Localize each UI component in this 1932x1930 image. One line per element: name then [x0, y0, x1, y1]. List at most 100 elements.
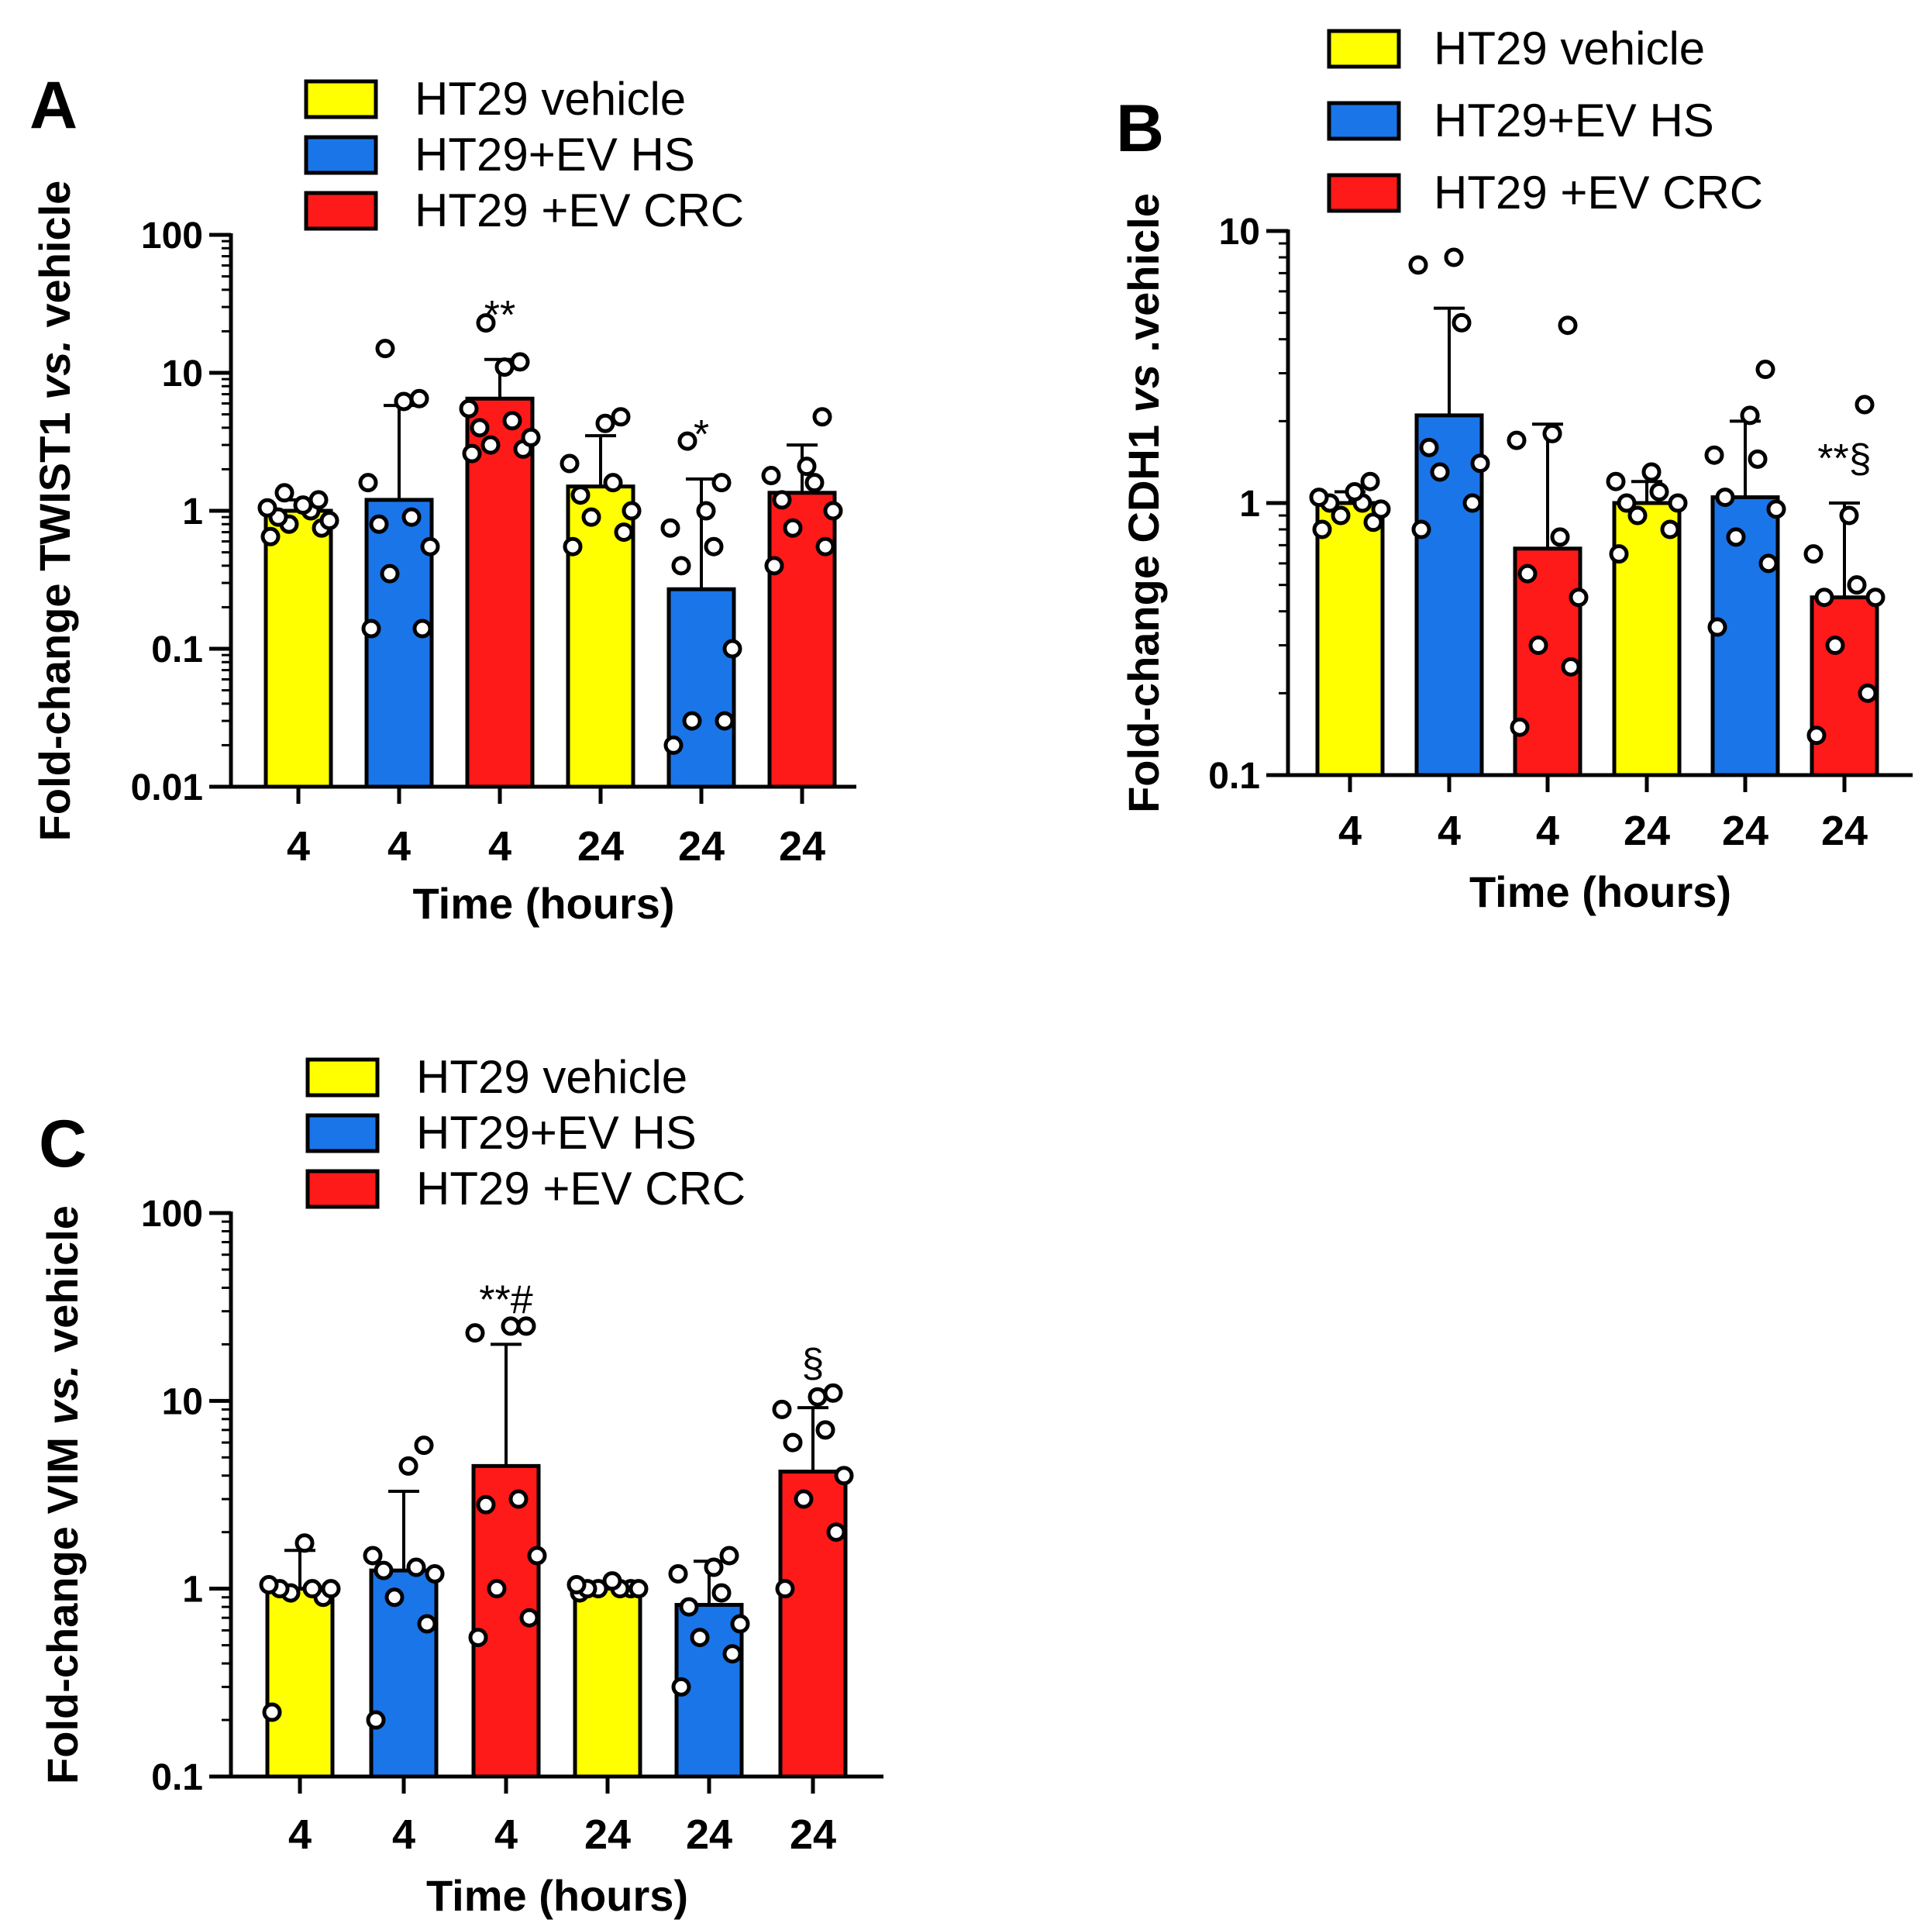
data-point	[1858, 683, 1878, 703]
significance-mark: **§	[1817, 436, 1871, 481]
data-point	[1855, 395, 1875, 415]
y-tick-label: 100	[141, 215, 203, 257]
y-tick-label: 0.1	[151, 1757, 203, 1798]
data-point	[815, 1420, 835, 1440]
legend-label: HT29 vehicle	[416, 1051, 687, 1103]
significance-mark: **#	[479, 1277, 532, 1322]
data-point	[502, 411, 522, 431]
data-point	[1606, 471, 1626, 491]
data-point	[420, 536, 440, 557]
data-point	[425, 1563, 445, 1584]
bar	[573, 1587, 642, 1779]
x-tick-label: 24	[1722, 808, 1768, 854]
data-point	[711, 473, 732, 493]
y-axis-title-part: Fold-change TWIST1	[30, 400, 79, 841]
panel-letter: C	[39, 1107, 87, 1181]
data-point	[563, 536, 583, 557]
data-point	[1748, 449, 1768, 469]
legend-label: HT29+EV HS	[1434, 95, 1714, 146]
data-point	[1430, 462, 1450, 482]
data-point	[622, 501, 642, 521]
data-point	[1715, 488, 1735, 508]
data-point	[414, 1435, 434, 1456]
data-point	[1766, 499, 1786, 519]
x-tick-label: 24	[790, 1811, 836, 1858]
x-axis-title: Time (hours)	[426, 1871, 688, 1920]
y-tick-label: 0.01	[131, 767, 203, 808]
data-point	[704, 1557, 724, 1577]
legend-swatch	[1327, 101, 1401, 141]
data-point	[1865, 588, 1886, 608]
x-tick-label: 24	[678, 823, 725, 870]
data-point	[1649, 481, 1669, 501]
data-point	[369, 514, 389, 534]
y-axis-title-part: vs.	[38, 1365, 87, 1425]
data-point	[823, 501, 843, 521]
data-point	[1726, 527, 1746, 547]
data-point	[1707, 617, 1727, 637]
data-point	[1452, 312, 1472, 333]
data-point	[808, 1387, 828, 1407]
data-point	[834, 1466, 854, 1486]
legend-label: HT29+EV HS	[415, 129, 695, 181]
bar	[666, 587, 736, 789]
data-point	[602, 1571, 622, 1591]
data-point	[812, 407, 832, 427]
data-point	[1617, 493, 1637, 513]
x-tick-label: 4	[1536, 808, 1559, 854]
legend-swatch	[1327, 173, 1401, 213]
data-point	[476, 313, 496, 333]
legend-swatch	[304, 79, 378, 119]
data-point	[476, 1494, 496, 1515]
data-point	[1758, 553, 1779, 574]
x-tick-label: 4	[387, 823, 411, 870]
data-point	[560, 453, 580, 474]
data-point	[380, 563, 400, 584]
data-point	[516, 1316, 536, 1336]
data-point	[1411, 519, 1431, 539]
bar	[1315, 501, 1385, 777]
data-point	[462, 443, 482, 464]
data-point	[1312, 519, 1332, 539]
data-point	[570, 485, 591, 505]
data-point	[704, 536, 724, 557]
y-tick-label: 100	[141, 1194, 203, 1235]
legend-label: HT29 vehicle	[415, 73, 686, 125]
y-axis-title-part: vehicle	[38, 1205, 87, 1364]
data-point	[308, 490, 329, 510]
y-tick-label: 10	[162, 353, 203, 395]
data-point	[374, 1560, 394, 1580]
x-tick-label: 24	[584, 1811, 631, 1858]
data-point	[719, 1546, 739, 1566]
data-point	[1345, 481, 1365, 501]
data-point	[611, 407, 631, 427]
bar	[263, 508, 333, 789]
legend-label: HT29 +EV CRC	[416, 1163, 746, 1215]
legend-label: HT29 +EV CRC	[1434, 167, 1763, 219]
data-point	[487, 1579, 507, 1599]
data-point	[274, 483, 294, 503]
data-point	[519, 1608, 539, 1628]
legend-swatch	[1327, 29, 1401, 69]
data-point	[1331, 505, 1351, 526]
bar	[465, 396, 535, 789]
data-point	[259, 1575, 279, 1595]
data-point	[260, 526, 281, 546]
data-point	[1561, 657, 1581, 677]
y-axis-title-part: .vehicle	[1119, 193, 1168, 364]
legend-swatch	[305, 1169, 380, 1209]
data-point	[677, 431, 697, 451]
legend-swatch	[305, 1113, 380, 1153]
data-point	[671, 556, 691, 576]
data-point	[1660, 519, 1680, 539]
data-point	[293, 495, 313, 515]
y-tick-label: 1	[182, 1570, 203, 1611]
bar	[767, 491, 837, 789]
data-point	[494, 357, 515, 377]
x-axis-title: Time (hours)	[412, 879, 674, 928]
data-point	[764, 556, 784, 576]
data-point	[682, 711, 702, 731]
data-point	[406, 1557, 426, 1577]
